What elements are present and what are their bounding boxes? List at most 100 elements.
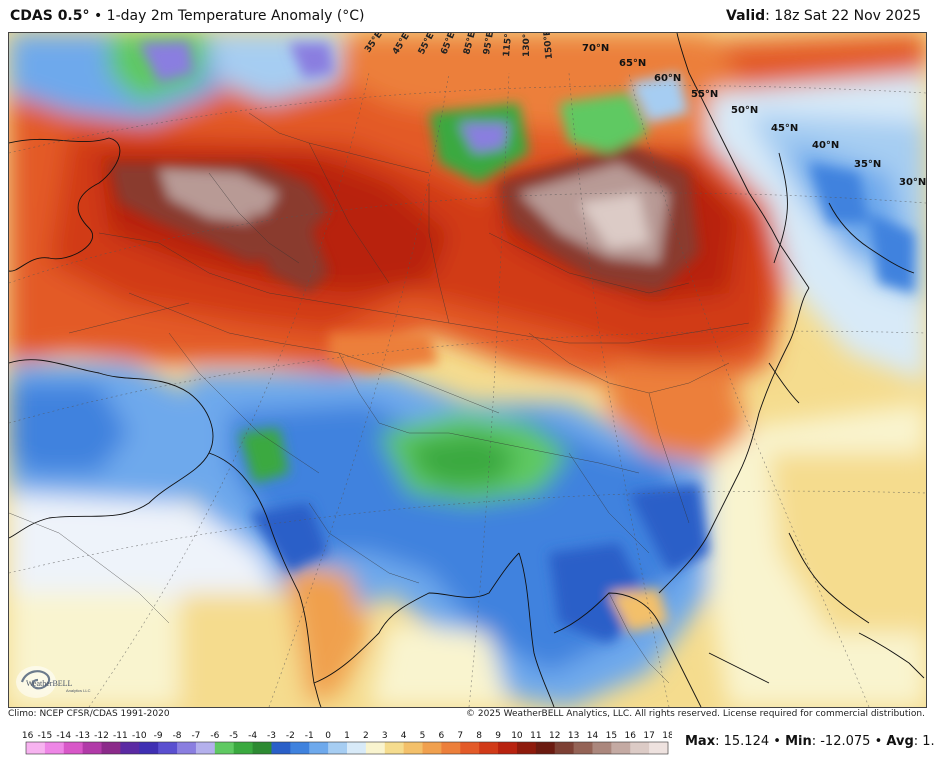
legend-tick-label: 16	[625, 731, 637, 741]
legend-swatch	[101, 742, 121, 754]
legend-swatch	[384, 742, 405, 754]
legend-tick-label: 15	[606, 731, 617, 741]
legend-swatch	[214, 742, 235, 754]
legend-tick-label: 9	[495, 731, 501, 741]
legend-tick-label: -10	[132, 731, 147, 741]
legend-tick-label: 13	[568, 731, 579, 741]
avg-label: Avg	[886, 734, 914, 749]
legend-swatch	[177, 742, 197, 754]
field-stats: Max: 15.124 • Min: -12.075 • Avg: 1.013	[685, 734, 935, 749]
legend-swatch	[649, 742, 669, 754]
legend-bar	[25, 741, 669, 755]
legend-tick-label: 11	[530, 731, 541, 741]
legend-swatch	[252, 742, 272, 754]
legend-swatch	[233, 742, 254, 754]
legend-tick-label: 3	[382, 731, 388, 741]
map-canvas: 70°N 65°N 60°N 55°N 50°N 45°N 40°N 35°N …	[9, 33, 926, 707]
country-borders	[9, 112, 750, 684]
max-value: : 15.124	[715, 734, 770, 749]
legend-tick-label: -15	[38, 731, 53, 741]
header-bar: CDAS 0.5° • 1-day 2m Temperature Anomaly…	[0, 0, 935, 32]
legend-tick-label: -1	[305, 731, 314, 741]
coastlines	[9, 33, 925, 707]
legend-swatch	[479, 742, 499, 754]
legend-border	[25, 741, 669, 755]
lat-label-55n: 55°N	[691, 89, 718, 100]
legend-tick-label: -13	[75, 731, 90, 741]
legend-tick-label: -2	[286, 731, 295, 741]
legend-swatch	[592, 742, 612, 754]
lat-label-70n: 70°N	[582, 43, 609, 54]
legend-swatch	[403, 742, 424, 754]
legend-swatch	[82, 742, 103, 754]
legend-tick-label: -6	[210, 731, 219, 741]
legend-swatch	[441, 742, 461, 754]
legend-swatch	[139, 742, 159, 754]
copyright-note: © 2025 WeatherBELL Analytics, LLC. All r…	[466, 709, 925, 719]
legend-tick-label: 7	[457, 731, 463, 741]
legend-tick-label: -12	[94, 731, 109, 741]
legend-swatch	[158, 742, 178, 754]
legend-tick-label: -5	[229, 731, 238, 741]
legend-swatch	[290, 742, 310, 754]
legend-tick-label: -3	[267, 731, 276, 741]
legend-tick-label: 8	[476, 731, 482, 741]
legend-swatch	[516, 742, 537, 754]
color-legend: -16-15-14-13-12-11-10-9-8-7-6-5-4-3-2-10…	[22, 731, 672, 755]
legend-swatch	[328, 742, 348, 754]
lat-label-30n: 30°N	[899, 177, 926, 188]
legend-swatch	[63, 742, 84, 754]
lon-label-130e: 130°E	[522, 33, 532, 57]
lat-label-65n: 65°N	[619, 58, 646, 69]
legend-swatch	[365, 742, 386, 754]
lat-label-60n: 60°N	[654, 73, 681, 84]
logo-tagline: Analytics LLC	[66, 688, 91, 693]
graticule	[9, 72, 926, 707]
max-label: Max	[685, 734, 716, 749]
logo-text: WeatherBELL	[26, 679, 73, 688]
legend-tick-label: -7	[191, 731, 200, 741]
product-name: 1-day 2m Temperature Anomaly (°C)	[106, 8, 365, 24]
min-value: : -12.075	[811, 734, 871, 749]
legend-swatch	[611, 742, 631, 754]
legend-swatch	[573, 742, 593, 754]
legend-tick-label: 18	[662, 731, 672, 741]
legend-swatch	[460, 742, 480, 754]
legend-swatch	[535, 742, 556, 754]
lon-label-150e: 150°E	[542, 33, 555, 60]
lat-label-40n: 40°N	[812, 140, 839, 151]
legend-tick-label: 6	[439, 731, 445, 741]
valid-label: Valid	[726, 8, 766, 24]
legend-swatch	[498, 742, 518, 754]
model-name: CDAS 0.5°	[10, 8, 90, 24]
stats-sep-1: •	[773, 734, 781, 749]
legend-swatch	[422, 742, 442, 754]
latitude-labels: 70°N 65°N 60°N 55°N 50°N 45°N 40°N 35°N …	[582, 43, 926, 188]
legend-tick-label: -14	[56, 731, 71, 741]
lon-label-95e: 95°E	[482, 33, 496, 56]
legend-tick-label: 0	[325, 731, 331, 741]
legend-swatch	[630, 742, 650, 754]
legend-tick-label: 4	[401, 731, 407, 741]
legend-tick-label: 2	[363, 731, 369, 741]
legend-tick-label: 1	[344, 731, 350, 741]
anomaly-extremes	[109, 41, 914, 643]
avg-value: : 1.013	[913, 734, 935, 749]
stats-sep-2: •	[874, 734, 883, 749]
legend-tick-label: 14	[587, 731, 599, 741]
anomaly-map: 70°N 65°N 60°N 55°N 50°N 45°N 40°N 35°N …	[8, 32, 927, 708]
min-label: Min	[785, 734, 812, 749]
map-title: CDAS 0.5° • 1-day 2m Temperature Anomaly…	[10, 8, 365, 24]
legend-swatch	[271, 742, 291, 754]
weatherbell-logo: WeatherBELL Analytics LLC	[16, 666, 91, 698]
legend-tick-label: -9	[154, 731, 163, 741]
legend-swatch	[309, 742, 329, 754]
legend-tick-label: -4	[248, 731, 257, 741]
legend-swatch	[195, 742, 216, 754]
legend-swatch	[26, 742, 46, 754]
legend-tick-label: -11	[113, 731, 128, 741]
climo-note: Climo: NCEP CFSR/CDAS 1991-2020	[8, 709, 170, 719]
lat-label-50n: 50°N	[731, 105, 758, 116]
legend-swatch	[120, 742, 140, 754]
legend-ticks: -16-15-14-13-12-11-10-9-8-7-6-5-4-3-2-10…	[22, 731, 672, 741]
